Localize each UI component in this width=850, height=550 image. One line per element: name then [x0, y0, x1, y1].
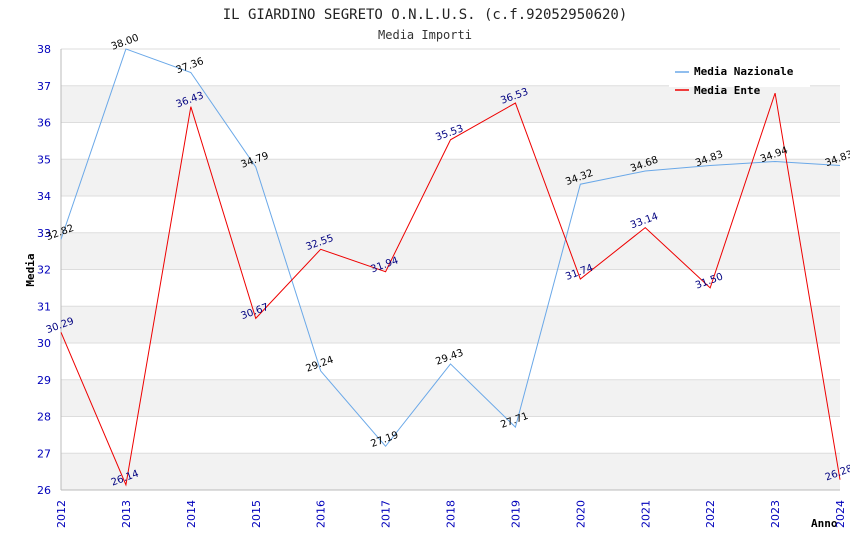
grid-band	[61, 306, 840, 343]
y-tick-label: 29	[37, 374, 51, 387]
grid-band	[61, 453, 840, 490]
y-tick-label: 38	[37, 43, 51, 56]
chart-subtitle: Media Importi	[378, 28, 472, 42]
legend: Media Nazionale Media Ente	[669, 59, 810, 97]
grid-band	[61, 416, 840, 454]
chart-title: IL GIARDINO SEGRETO O.N.L.U.S. (c.f.9205…	[223, 7, 628, 23]
y-tick-label: 35	[37, 153, 51, 166]
y-tick-labels: 26 27 28 29 30 31 32 33 34 35 36 37 38	[37, 43, 51, 497]
x-tick-label: 2012	[55, 500, 68, 528]
y-tick-label: 26	[37, 484, 51, 497]
series-line-media-ente	[60, 92, 841, 487]
y-tick-label: 36	[37, 117, 51, 130]
x-tick-label: 2024	[834, 500, 847, 528]
grid-band	[61, 379, 840, 417]
x-tick-label: 2022	[704, 500, 717, 528]
x-tick-label: 2013	[120, 500, 133, 528]
grid-band	[61, 232, 840, 270]
x-tick-label: 2017	[380, 500, 393, 528]
x-tick-label: 2023	[769, 500, 782, 528]
x-tick-label: 2014	[185, 500, 198, 528]
grid-band	[61, 343, 840, 380]
y-tick-label: 33	[37, 227, 51, 240]
x-tick-label: 2015	[250, 500, 263, 528]
legend-label-ente: Media Ente	[694, 84, 761, 97]
x-tick-label: 2020	[574, 500, 587, 528]
y-tick-label: 32	[37, 264, 51, 277]
legend-box	[669, 59, 810, 87]
y-tick-label: 31	[37, 300, 51, 313]
y-tick-label: 27	[37, 447, 51, 460]
series-group	[60, 48, 841, 487]
y-tick-label: 34	[37, 190, 51, 203]
grid-band	[61, 269, 840, 307]
y-axis-label: Media	[24, 253, 37, 286]
x-tick-labels: 2012 2013 2014 2015 2016 2017 2018 2019 2020 2021…	[55, 500, 847, 528]
x-tick-label: 2016	[315, 500, 328, 528]
y-tick-label: 37	[37, 80, 51, 93]
x-tick-label: 2019	[509, 500, 522, 528]
legend-label-nazionale: Media Nazionale	[694, 65, 794, 78]
x-axis-label: Anno	[811, 517, 838, 530]
series-line-media-nazionale	[60, 48, 841, 448]
y-tick-label: 30	[37, 337, 51, 350]
grid-band	[61, 85, 840, 123]
x-tick-label: 2021	[639, 500, 652, 528]
y-tick-label: 28	[37, 411, 51, 424]
x-tick-label: 2018	[445, 500, 458, 528]
grid-band	[61, 196, 840, 233]
